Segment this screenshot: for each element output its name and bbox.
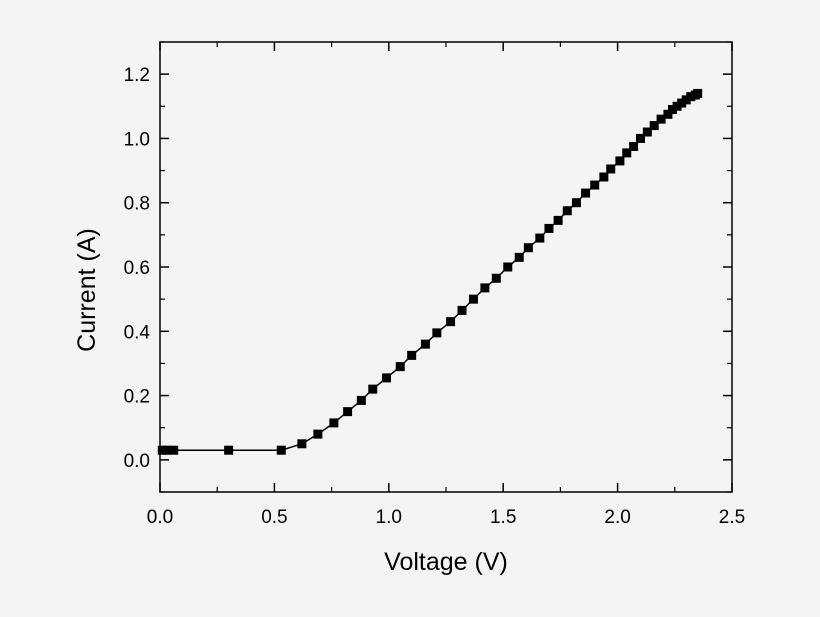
x-tick-label: 0.0 bbox=[147, 507, 173, 528]
data-point bbox=[407, 350, 417, 360]
data-point bbox=[457, 305, 467, 315]
data-point bbox=[590, 180, 600, 190]
x-tick-label: 0.5 bbox=[261, 507, 287, 528]
data-point bbox=[535, 233, 545, 243]
data-point bbox=[382, 373, 392, 383]
data-point bbox=[668, 105, 678, 114]
data-point bbox=[681, 95, 691, 105]
data-point bbox=[615, 156, 625, 166]
x-tick-label: 2.5 bbox=[719, 507, 745, 528]
data-point bbox=[686, 92, 696, 102]
data-point bbox=[672, 101, 682, 111]
data-point bbox=[480, 283, 490, 293]
data-point bbox=[622, 148, 632, 158]
data-point bbox=[693, 88, 703, 98]
data-point bbox=[503, 262, 513, 272]
data-point bbox=[544, 223, 554, 233]
plot-frame bbox=[159, 41, 733, 493]
data-point bbox=[562, 206, 572, 216]
series-layer bbox=[157, 88, 703, 455]
data-point bbox=[468, 294, 478, 304]
data-point bbox=[663, 109, 673, 119]
data-point bbox=[446, 317, 456, 327]
y-tick-label: 1.2 bbox=[124, 65, 150, 86]
data-point bbox=[356, 395, 366, 405]
y-tick-label: 1.0 bbox=[124, 129, 150, 150]
data-point bbox=[629, 141, 639, 151]
y-axis-title: Current (A) bbox=[73, 228, 101, 352]
data-point bbox=[606, 164, 616, 174]
data-point bbox=[169, 445, 179, 455]
data-point bbox=[514, 252, 524, 262]
y-tick-label: 0.2 bbox=[124, 387, 150, 408]
x-axis-title: Voltage (V) bbox=[384, 548, 508, 576]
y-tick-label: 0.6 bbox=[124, 258, 150, 279]
y-tick-label: 0.4 bbox=[124, 322, 151, 343]
data-point bbox=[157, 445, 167, 455]
x-tick-label: 1.0 bbox=[376, 507, 402, 528]
data-point bbox=[432, 328, 442, 338]
y-tick-label: 0.0 bbox=[124, 451, 150, 472]
data-point bbox=[224, 445, 234, 455]
x-tick-label: 1.5 bbox=[490, 507, 516, 528]
series-line bbox=[162, 92, 699, 451]
data-point bbox=[343, 407, 353, 417]
data-point bbox=[420, 339, 430, 349]
data-point bbox=[313, 429, 323, 439]
data-point bbox=[642, 127, 652, 137]
data-point bbox=[635, 133, 645, 143]
data-point bbox=[162, 445, 172, 455]
data-point bbox=[395, 362, 405, 372]
tick-labels: 0.0 0.5 1.0 1.5 2.0 2.5 0.0 0.2 0.4 0.6 0.8 1.0 1.2 bbox=[124, 65, 746, 528]
data-point bbox=[581, 188, 591, 198]
data-point bbox=[656, 114, 666, 124]
data-point bbox=[329, 418, 339, 428]
data-point bbox=[649, 121, 659, 131]
data-point bbox=[599, 172, 609, 182]
data-point bbox=[297, 439, 307, 449]
data-point bbox=[491, 273, 501, 283]
data-point bbox=[368, 384, 378, 394]
data-point bbox=[523, 243, 533, 253]
x-tick-label: 2.0 bbox=[604, 507, 630, 528]
data-point bbox=[571, 198, 581, 208]
data-point bbox=[276, 445, 286, 455]
data-point bbox=[677, 98, 687, 108]
axis-ticks bbox=[159, 41, 733, 493]
data-point bbox=[553, 215, 563, 225]
y-tick-label: 0.8 bbox=[124, 194, 150, 215]
